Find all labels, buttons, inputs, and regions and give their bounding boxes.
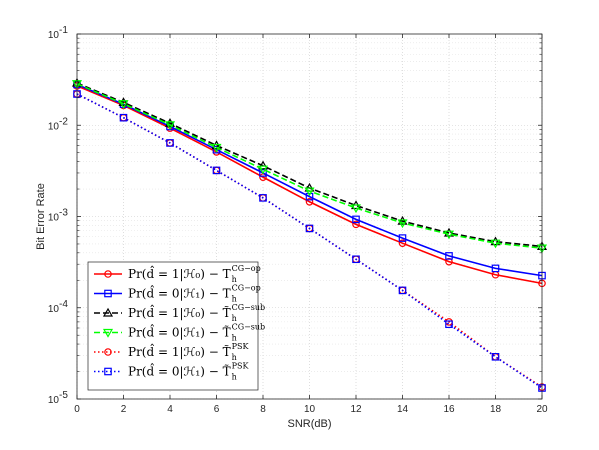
legend-label-sup: CG−op (232, 284, 261, 293)
y-tick-label: 10 (48, 395, 60, 406)
x-tick-label: 0 (74, 404, 80, 415)
x-tick-label: 10 (304, 404, 316, 415)
legend-label-sup: CG−sub (232, 303, 266, 312)
x-tick-label: 18 (490, 404, 502, 415)
grid (76, 34, 543, 400)
legend-marker (104, 367, 112, 376)
series-4-point (443, 230, 455, 240)
x-tick-label: 14 (397, 404, 409, 415)
x-tick-label: 20 (536, 404, 548, 415)
y-tick-label: 10 (48, 121, 60, 132)
legend-label-sup: PSK (232, 362, 250, 371)
series-3-point (164, 118, 176, 127)
series-4-line (76, 83, 543, 249)
x-tick-label: 12 (350, 404, 362, 415)
y-tick-exponent: -4 (59, 299, 68, 310)
series-2-point (352, 215, 360, 224)
series-4-point (257, 165, 269, 175)
series-6-point (119, 113, 128, 122)
series-6-point (305, 224, 314, 233)
series-4-point (397, 219, 408, 229)
series-4-point (211, 143, 222, 153)
legend-label-sub: h (232, 353, 237, 362)
legend-marker (104, 270, 112, 278)
y-axis-label: Bit Error Rate (35, 183, 47, 250)
y-tick-label: 10 (48, 213, 60, 224)
legend-entry-6: Pr(d̂ = 0|ℋ₁) − T̃ h PSK (94, 362, 249, 382)
legend-entry-4: Pr(d̂ = 0|ℋ₁) − T̃ h CG−sub (94, 323, 265, 343)
series-6-point (491, 353, 500, 361)
series-6-point (445, 320, 453, 329)
legend-label: Pr(d̂ = 0|ℋ₁) − T̃ (128, 362, 231, 379)
series-6-point (259, 194, 267, 202)
legend-label-sup: PSK (232, 342, 250, 351)
legend-marker (104, 348, 112, 356)
series-1-point (445, 257, 453, 266)
series-1-point (398, 239, 407, 247)
series-1-point (352, 220, 360, 229)
legend-label: Pr(d̂ = 0|ℋ₁) − T̃ (128, 323, 231, 340)
series-6-point (398, 286, 407, 295)
legend-label-sub: h (232, 314, 237, 323)
legend-marker (102, 307, 114, 317)
legend-label: Pr(d̂ = 1|ℋ₀) − T̃ (128, 303, 231, 320)
legend-label-sub: h (232, 275, 237, 284)
legend-label-sub: h (232, 334, 237, 343)
x-tick-label: 2 (121, 404, 127, 415)
legend-label: Pr(d̂ = 0|ℋ₁) − T (128, 284, 231, 301)
series-3-point (443, 227, 455, 237)
series-4-point (118, 100, 129, 109)
series-6-line (76, 93, 543, 389)
legend-label: Pr(d̂ = 1|ℋ₀) − T (128, 264, 231, 281)
series-4-point (350, 204, 362, 214)
legend-marker (104, 289, 112, 298)
x-tick-label: 6 (214, 404, 220, 415)
series-4-point (164, 121, 176, 131)
legend-marker (102, 328, 114, 338)
x-axis-label: SNR(dB) (287, 418, 331, 430)
legend-label: Pr(d̂ = 1|ℋ₀) − T̃ (128, 342, 231, 359)
series-6-point (212, 166, 221, 175)
x-tick-label: 4 (167, 404, 173, 415)
series-2-point (259, 169, 267, 177)
y-tick-label: 10 (48, 30, 60, 41)
series-2-point (491, 264, 500, 273)
series-2-point (305, 192, 314, 201)
series-2-line (76, 83, 543, 277)
legend-label-sub: h (232, 373, 237, 382)
series-6-point (352, 255, 360, 264)
series-4 (71, 80, 548, 254)
series-6-point (166, 139, 174, 147)
legend-box (87, 261, 259, 391)
x-tick-label: 16 (443, 404, 455, 415)
series-3-point (118, 97, 129, 106)
series-4-point (304, 187, 315, 197)
series-2-point (398, 234, 407, 242)
legend-label-sub: h (232, 295, 237, 304)
y-tick-exponent: -2 (59, 116, 68, 127)
y-tick-exponent: -5 (59, 390, 68, 401)
series-2-point (445, 252, 453, 260)
legend-entry-5: Pr(d̂ = 1|ℋ₀) − T̃ h PSK (94, 342, 249, 362)
x-tick-label: 8 (260, 404, 266, 415)
y-tick-label: 10 (48, 304, 60, 315)
series-3-point (397, 215, 408, 225)
series-4-point (490, 239, 501, 249)
y-tick-exponent: -3 (59, 208, 68, 219)
legend-label-sup: CG−op (232, 264, 261, 273)
series-1-point (305, 197, 314, 206)
legend-label-sup: CG−sub (232, 323, 266, 332)
series-3-point (257, 160, 269, 170)
series-group (71, 77, 548, 392)
series-3-point (490, 236, 501, 246)
legend-entry-3: Pr(d̂ = 1|ℋ₀) − T̃ h CG−sub (94, 303, 265, 323)
y-tick-exponent: -1 (59, 25, 68, 36)
series-1-line (76, 85, 543, 285)
